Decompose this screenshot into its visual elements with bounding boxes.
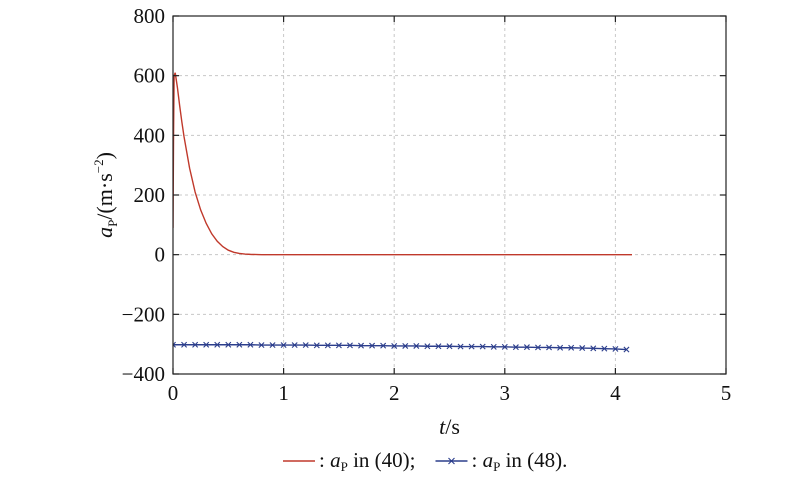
series-1 [173,72,632,256]
series-2-point [181,341,188,348]
series-2-point [324,342,331,349]
legend-sub: P [341,459,348,474]
series-2-point [346,342,353,349]
y-axis-label: aP/(m·s−2) [91,152,120,238]
legend-prefix: : [319,448,330,472]
y-tick-label: 600 [134,64,166,88]
series-2-point [534,344,541,351]
x-tick-label: 2 [389,381,400,405]
series-2-point [446,343,453,350]
series-2-point [579,345,586,352]
series-2-point [402,342,409,349]
y-tick-label: −400 [122,362,165,386]
x-axis-unit: /s [445,414,460,439]
series-2-point [369,342,376,349]
series-2-point [435,343,442,350]
series-layer [173,72,632,353]
series-2-point [225,341,232,348]
y-axis-sub: P [105,220,120,227]
legend-prefix: : [471,448,482,472]
x-tick-label: 0 [168,381,179,405]
y-tick-label: 800 [134,4,166,28]
ticks: 0 1 2 3 4 5 −400 −200 0 200 400 600 800 [122,4,732,405]
series-2-point [214,341,221,348]
y-tick-label: 200 [134,183,166,207]
series-2-point [291,342,298,349]
series-2-point [479,343,486,350]
grid [173,16,726,374]
series-2-point [523,344,530,351]
legend-suffix: in (40); [348,448,416,472]
legend-var: a [483,448,494,472]
series-2-point [236,341,243,348]
series-2-point [490,343,497,350]
series-2-point [391,342,398,349]
series-2-point [568,344,575,351]
series-2-point [512,344,519,351]
legend-entry-2: : aP in (48). [435,448,567,474]
series-2-point [302,342,309,349]
series-1-line [173,72,632,256]
series-2-point [313,342,320,349]
series-2-point [546,344,553,351]
series-2 [173,341,630,353]
y-axis-unit-post: ) [92,152,117,159]
legend-suffix: in (48). [500,448,567,472]
series-2-point [501,343,508,350]
series-2-line [173,344,627,351]
series-2-point [335,342,342,349]
series-2-point [192,341,199,348]
series-2-point [173,341,176,348]
series-2-point [590,345,597,352]
series-2-point [203,341,210,348]
x-tick-label: 4 [610,381,621,405]
y-axis-var: a [92,227,117,238]
legend-var: a [330,448,341,472]
y-tick-label: 400 [134,123,166,147]
series-2-point [380,342,387,349]
series-2-point [457,343,464,350]
series-2-point [258,342,265,349]
series-2-point [280,342,287,349]
series-2-point [247,341,254,348]
x-axis-var: t [439,414,446,439]
legend-sub: P [493,459,500,474]
legend-label-2: : aP in (48). [471,448,567,474]
x-tick-label: 5 [721,381,732,405]
series-2-point [623,346,630,353]
series-2-point [358,342,365,349]
legend-marker-2 [448,457,455,465]
x-tick-label: 3 [500,381,511,405]
legend-label-1: : aP in (40); [319,448,415,474]
series-2-point [468,343,475,350]
series-2-point [269,342,276,349]
series-2-point [612,345,619,352]
legend: : aP in (40);: aP in (48). [283,448,567,474]
y-axis-unit-pre: /(m·s [92,173,117,219]
y-tick-label: 0 [155,243,166,267]
legend-entry-1: : aP in (40); [283,448,415,474]
series-2-point [424,343,431,350]
y-tick-label: −200 [122,302,165,326]
x-axis-label: t/s [439,414,460,439]
y-axis-exp: −2 [91,159,106,173]
x-tick-label: 1 [278,381,289,405]
series-2-point [413,342,420,349]
series-2-point [557,344,564,351]
series-2-point [601,345,608,352]
